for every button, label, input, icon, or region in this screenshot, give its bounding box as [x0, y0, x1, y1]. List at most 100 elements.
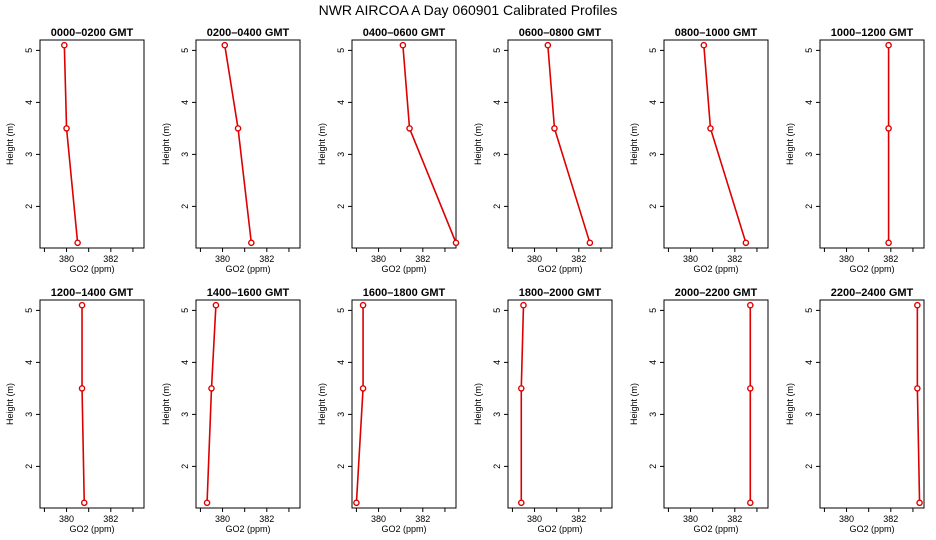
y-axis-label: Height (m) [785, 383, 795, 425]
profile-point [914, 301, 921, 309]
y-axis-label: Height (m) [161, 123, 171, 165]
panel-title: 0600–0800 GMT [519, 27, 602, 39]
y-tick-label: 2 [492, 204, 502, 209]
profile-point [234, 125, 242, 132]
x-tick-label: 380 [839, 254, 854, 264]
y-tick-label: 3 [492, 412, 502, 417]
y-tick-label: 5 [648, 308, 658, 313]
y-tick-label: 4 [180, 100, 190, 105]
profile-panel: 0200–0400 GMT 380 382 2 3 4 5 GO2 (ppm) Height (… [161, 27, 301, 274]
profile-point [208, 385, 215, 392]
y-tick-label: 5 [648, 48, 658, 53]
x-tick-label: 380 [371, 514, 386, 524]
y-tick-label: 3 [24, 152, 34, 157]
x-axis-label: GO2 (ppm) [849, 524, 894, 534]
profile-point [885, 239, 892, 247]
y-tick-label: 5 [804, 48, 814, 53]
plot-frame [819, 299, 925, 509]
profile-panel: 1600–1800 GMT 380 382 2 3 4 5 GO2 (ppm) Height (… [317, 287, 457, 534]
profile-point [359, 385, 367, 392]
x-axis-label: GO2 (ppm) [225, 264, 270, 274]
x-axis-label: GO2 (ppm) [381, 524, 426, 534]
plot-frame [663, 39, 769, 249]
profile-line [547, 45, 591, 244]
plot-frame [507, 39, 613, 249]
profile-point [746, 301, 754, 309]
y-tick-label: 3 [180, 412, 190, 417]
x-tick-label: 380 [527, 254, 542, 264]
profile-line [703, 45, 747, 244]
profile-point [746, 499, 754, 507]
y-tick-label: 2 [648, 204, 658, 209]
x-axis-label: GO2 (ppm) [381, 264, 426, 274]
profile-point [517, 385, 525, 392]
x-tick-label: 382 [883, 514, 898, 524]
x-axis-label: GO2 (ppm) [537, 264, 582, 274]
profile-point [248, 239, 255, 247]
profile-panel: 2000–2200 GMT 380 382 2 3 4 5 GO2 (ppm) Height (… [629, 287, 769, 534]
panel-title: 2200–2400 GMT [831, 287, 914, 299]
profile-point [914, 385, 921, 392]
y-axis-label: Height (m) [473, 123, 483, 165]
y-tick-label: 5 [180, 308, 190, 313]
y-tick-label: 2 [804, 464, 814, 469]
y-axis-label: Height (m) [317, 123, 327, 165]
profile-point [221, 41, 229, 49]
panel-grid: 0000–0200 GMT 380 382 2 3 4 5 GO2 (ppm) Height (… [5, 27, 925, 534]
y-tick-label: 4 [648, 100, 658, 105]
y-tick-label: 5 [804, 308, 814, 313]
y-tick-label: 5 [336, 308, 346, 313]
plot-frame [39, 39, 145, 249]
y-tick-label: 4 [24, 100, 34, 105]
y-axis-label: Height (m) [317, 383, 327, 425]
plot-frame [195, 39, 301, 249]
x-tick-label: 382 [883, 254, 898, 264]
x-axis-label: GO2 (ppm) [225, 524, 270, 534]
y-tick-label: 3 [336, 412, 346, 417]
profile-point [520, 301, 527, 309]
x-axis-label: GO2 (ppm) [69, 264, 114, 274]
profile-point [203, 499, 211, 507]
x-tick-label: 382 [259, 514, 274, 524]
y-tick-label: 2 [24, 204, 34, 209]
profile-line [223, 45, 253, 243]
y-axis-label: Height (m) [5, 383, 15, 425]
profile-panel: 1000–1200 GMT 380 382 2 3 4 5 GO2 (ppm) Height (… [785, 27, 925, 274]
profile-panel: 1800–2000 GMT 380 382 2 3 4 5 GO2 (ppm) Height (… [473, 287, 613, 534]
x-tick-label: 380 [215, 514, 230, 524]
x-tick-label: 382 [415, 254, 430, 264]
panel-title: 0400–0600 GMT [363, 27, 446, 39]
y-axis-label: Height (m) [5, 123, 15, 165]
x-axis-label: GO2 (ppm) [693, 264, 738, 274]
panel-title: 1600–1800 GMT [363, 287, 446, 299]
y-tick-label: 5 [24, 308, 34, 313]
profile-point [586, 239, 594, 247]
profile-panel: 0000–0200 GMT 380 382 2 3 4 5 GO2 (ppm) Height (… [5, 27, 145, 274]
y-tick-label: 2 [492, 464, 502, 469]
profile-point [700, 41, 708, 49]
profile-line [206, 305, 217, 503]
y-tick-label: 2 [804, 204, 814, 209]
y-tick-label: 4 [336, 100, 346, 105]
y-tick-label: 2 [336, 204, 346, 209]
panel-title: 1200–1400 GMT [51, 287, 134, 299]
profile-point [61, 41, 68, 49]
y-tick-label: 5 [492, 308, 502, 313]
plot-frame [819, 39, 925, 249]
y-tick-label: 5 [492, 48, 502, 53]
y-tick-label: 4 [336, 360, 346, 365]
y-tick-label: 3 [24, 412, 34, 417]
y-tick-label: 2 [180, 464, 190, 469]
panel-title: 1800–2000 GMT [519, 287, 602, 299]
profile-point [359, 301, 367, 309]
profile-point [353, 499, 360, 507]
plot-frame [39, 299, 145, 509]
x-tick-label: 382 [727, 254, 742, 264]
profile-point [746, 385, 754, 392]
x-axis-label: GO2 (ppm) [537, 524, 582, 534]
plot-frame [663, 299, 769, 509]
panel-title: 1000–1200 GMT [831, 27, 914, 39]
plot-frame [507, 299, 613, 509]
y-axis-label: Height (m) [473, 383, 483, 425]
y-tick-label: 5 [180, 48, 190, 53]
